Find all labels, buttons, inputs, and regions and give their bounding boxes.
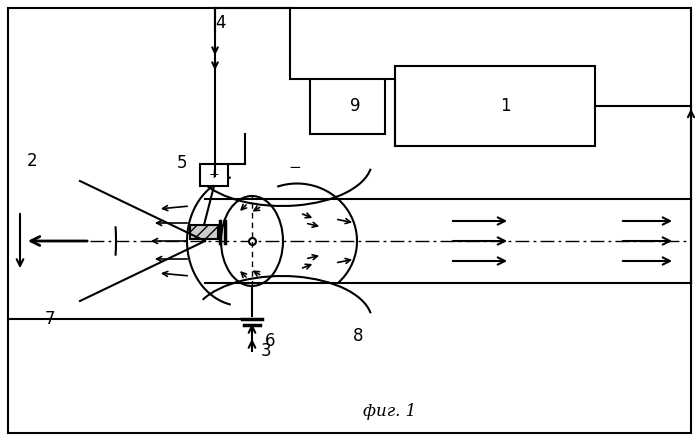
Text: 6: 6	[265, 332, 275, 350]
Text: фиг. 1: фиг. 1	[363, 403, 417, 419]
Bar	[200, 164, 228, 186]
Text: 1: 1	[500, 97, 510, 115]
Bar	[310, 79, 385, 134]
Text: 8: 8	[353, 327, 363, 345]
Text: 4: 4	[215, 14, 225, 32]
Text: 3: 3	[261, 342, 271, 360]
Bar	[395, 66, 595, 146]
Text: 9: 9	[350, 97, 360, 115]
Text: 2: 2	[27, 152, 37, 170]
Text: 5: 5	[177, 154, 187, 172]
Text: 7: 7	[45, 310, 55, 328]
Bar	[190, 225, 218, 239]
Text: +: +	[209, 168, 219, 182]
Text: −: −	[289, 160, 301, 175]
